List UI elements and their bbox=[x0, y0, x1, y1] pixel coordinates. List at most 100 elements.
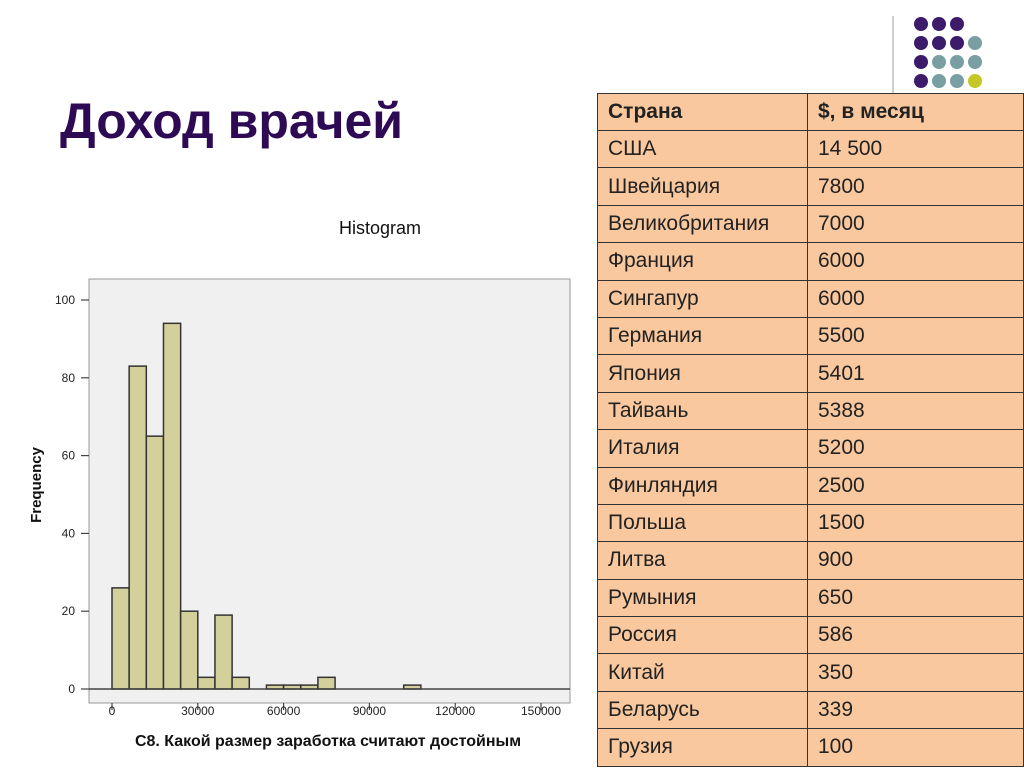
table-header-row: Страна $, в месяц bbox=[597, 93, 1024, 131]
country-cell: Великобритания bbox=[597, 204, 808, 244]
decor-dot bbox=[914, 17, 928, 31]
x-axis: 0 30000 60000 90000 120000 150000 bbox=[109, 703, 561, 718]
income-cell: 7800 bbox=[807, 167, 1024, 206]
histogram-bar bbox=[145, 435, 165, 690]
decor-dot bbox=[968, 74, 982, 88]
country-cell: США bbox=[597, 129, 808, 169]
table-row: Литва 900 bbox=[597, 541, 1024, 580]
bars-group bbox=[111, 322, 422, 690]
income-cell: 586 bbox=[807, 616, 1024, 655]
decor-dot bbox=[968, 55, 982, 69]
income-cell: 100 bbox=[807, 728, 1024, 767]
table-row: Великобритания 7000 bbox=[597, 204, 1024, 244]
table-row: Китай 350 bbox=[597, 653, 1024, 692]
decor-dot bbox=[950, 74, 964, 88]
decor-dots bbox=[910, 14, 1020, 94]
income-table: Страна $, в месяц США 14 500 Швейцария 7800… bbox=[597, 93, 1024, 767]
country-cell: Финляндия bbox=[597, 466, 808, 505]
decor-divider-line bbox=[892, 16, 894, 94]
country-cell: Китай bbox=[597, 653, 808, 692]
slide-title: Доход врачей bbox=[60, 93, 404, 149]
table-row: Швейцария 7800 bbox=[597, 167, 1024, 206]
table-row: Япония 5401 bbox=[597, 354, 1024, 393]
country-cell: Грузия bbox=[597, 728, 808, 767]
x-axis-label: C8. Какой размер заработка считают досто… bbox=[135, 733, 521, 750]
income-cell: 650 bbox=[807, 578, 1024, 618]
y-tick-label: 80 bbox=[62, 371, 76, 385]
x-tick-label: 30000 bbox=[181, 704, 215, 718]
decor-dot bbox=[968, 36, 982, 50]
country-cell: Швейцария bbox=[597, 167, 808, 206]
y-tick-label: 20 bbox=[62, 604, 76, 618]
x-tick-label: 60000 bbox=[267, 704, 301, 718]
table-row: Франция 6000 bbox=[597, 242, 1024, 281]
country-cell: Франция bbox=[597, 242, 808, 281]
chart-title: Histogram bbox=[339, 218, 421, 238]
y-tick-label: 100 bbox=[55, 293, 75, 307]
table-row: Сингапур 6000 bbox=[597, 279, 1024, 318]
country-cell: Тайвань bbox=[597, 391, 808, 431]
table-row: Россия 586 bbox=[597, 616, 1024, 655]
histogram-bar bbox=[317, 676, 336, 690]
table-row: Финляндия 2500 bbox=[597, 466, 1024, 505]
income-cell: 1500 bbox=[807, 503, 1024, 543]
histogram-bar bbox=[197, 676, 216, 690]
income-cell: 14 500 bbox=[807, 129, 1024, 169]
decor-dot bbox=[950, 55, 964, 69]
histogram-bar bbox=[111, 587, 130, 690]
income-cell: 2500 bbox=[807, 466, 1024, 505]
country-cell: Италия bbox=[597, 429, 808, 468]
decor-dot bbox=[914, 55, 928, 69]
country-cell: Россия bbox=[597, 616, 808, 655]
country-cell: Румыния bbox=[597, 578, 808, 618]
country-cell: Германия bbox=[597, 316, 808, 356]
income-cell: 6000 bbox=[807, 279, 1024, 318]
y-tick-label: 0 bbox=[68, 682, 75, 696]
decor-dot bbox=[914, 74, 928, 88]
table-row: Тайвань 5388 bbox=[597, 391, 1024, 431]
income-cell: 5200 bbox=[807, 429, 1024, 468]
country-cell: Литва bbox=[597, 541, 808, 580]
histogram-chart: Histogram 0 20 40 60 80 100 0 30000 60000 90000 1… bbox=[28, 218, 571, 750]
table-row: Беларусь 339 bbox=[597, 690, 1024, 730]
income-cell: 900 bbox=[807, 541, 1024, 580]
histogram-bar bbox=[128, 365, 148, 690]
decor-dot bbox=[914, 36, 928, 50]
y-axis-label: Frequency bbox=[28, 446, 45, 523]
histogram-bar bbox=[214, 614, 233, 690]
income-cell: 6000 bbox=[807, 242, 1024, 281]
x-tick-label: 90000 bbox=[353, 704, 387, 718]
decor-dot bbox=[932, 74, 946, 88]
decor-dot bbox=[932, 36, 946, 50]
histogram-bar bbox=[231, 676, 251, 690]
histogram-bar bbox=[162, 322, 182, 690]
x-tick-label: 150000 bbox=[521, 704, 561, 718]
table-row: Италия 5200 bbox=[597, 429, 1024, 468]
decor-dot bbox=[932, 17, 946, 31]
country-cell: Сингапур bbox=[597, 279, 808, 318]
y-tick-label: 60 bbox=[62, 449, 76, 463]
income-cell: 5401 bbox=[807, 354, 1024, 393]
header-income: $, в месяц bbox=[807, 93, 1024, 131]
decor-dot bbox=[950, 36, 964, 50]
country-cell: Польша bbox=[597, 503, 808, 543]
income-cell: 350 bbox=[807, 653, 1024, 692]
table-row: Грузия 100 bbox=[597, 728, 1024, 767]
income-cell: 5500 bbox=[807, 316, 1024, 356]
y-tick-label: 40 bbox=[62, 526, 76, 540]
income-cell: 339 bbox=[807, 690, 1024, 730]
country-cell: Беларусь bbox=[597, 690, 808, 730]
decor-dot bbox=[932, 55, 946, 69]
x-tick-label: 120000 bbox=[435, 704, 475, 718]
x-tick-label: 0 bbox=[109, 704, 116, 718]
table-row: Польша 1500 bbox=[597, 503, 1024, 543]
table-row: США 14 500 bbox=[597, 129, 1024, 169]
income-cell: 7000 bbox=[807, 204, 1024, 244]
decor-dot bbox=[950, 17, 964, 31]
table-row: Германия 5500 bbox=[597, 316, 1024, 356]
histogram-bar bbox=[179, 610, 199, 690]
table-row: Румыния 650 bbox=[597, 578, 1024, 618]
y-axis: 0 20 40 60 80 100 bbox=[55, 293, 89, 696]
header-country: Страна bbox=[597, 93, 808, 131]
country-cell: Япония bbox=[597, 354, 808, 393]
